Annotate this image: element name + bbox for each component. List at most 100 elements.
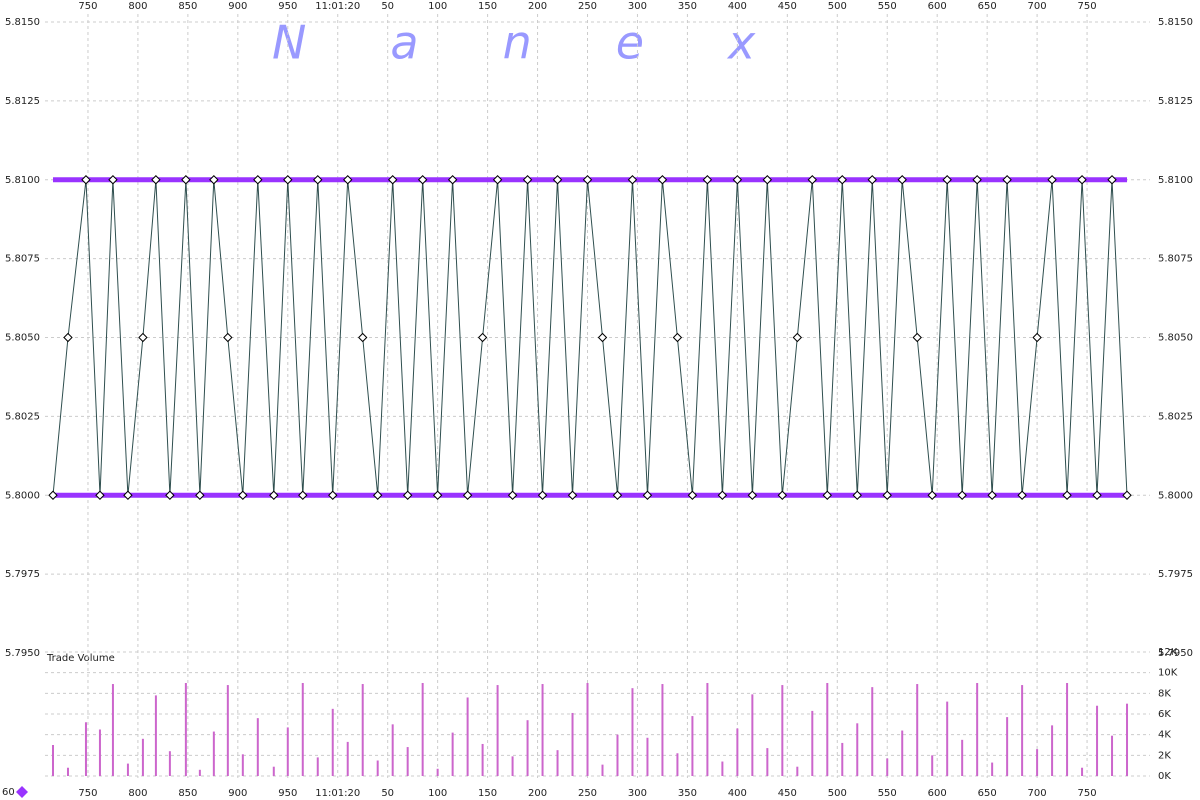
trade-marker [462,490,473,500]
y-tick-label: 5.7950 [5,648,40,659]
y-tick-label: 5.8025 [1158,411,1193,422]
trade-marker [822,490,832,500]
trade-marker [537,490,548,500]
x-tick-label: 900 [228,788,247,799]
volume-bar [301,683,304,776]
trade-marker [1017,490,1027,500]
volume-bar [961,739,964,776]
trade-marker [253,175,263,185]
quote-band [52,492,1128,498]
volume-bar [661,684,664,776]
volume-bar [1066,683,1069,776]
x-tick-label: 900 [228,1,247,12]
trade-marker [81,175,91,185]
trade-marker [432,490,443,500]
trade-marker [702,175,713,185]
trade-marker [151,175,161,185]
y-tick-label: 4K [1158,730,1171,741]
x-tick-label: 500 [828,1,847,12]
trade-marker [957,490,967,500]
trade-marker [223,332,233,343]
trade-marker [747,490,758,500]
x-tick-label: 450 [778,1,797,12]
y-tick-label: 5.8150 [1158,17,1193,28]
trade-marker [95,490,105,500]
trade-marker [1122,490,1132,500]
volume-bar [1021,685,1024,776]
x-tick-label: 950 [278,1,297,12]
volume-bar [1126,703,1129,776]
trade-marker [298,490,308,500]
y-tick-label: 5.8100 [1158,175,1193,186]
trade-marker [138,332,148,343]
trade-marker [123,490,133,500]
trade-marker [567,490,578,500]
x-tick-label: 11:01:20 [315,788,360,799]
y-tick-label: 5.8025 [5,411,40,422]
x-tick-label: 550 [878,788,897,799]
x-tick-label: 950 [278,788,297,799]
trade-marker [283,175,293,185]
x-tick-label: 100 [428,1,447,12]
y-tick-label: 5.7950 [1158,648,1193,659]
volume-bar [1081,767,1084,776]
x-tick-label: 700 [1028,788,1047,799]
trade-marker [328,490,338,500]
y-tick-label: 5.7975 [5,569,40,580]
trade-marker [882,490,892,500]
x-tick-label: 50 [381,1,394,12]
volume-bar [66,767,69,776]
volume-bar [126,763,129,776]
trade-marker [209,175,219,185]
volume-bar [826,683,829,776]
trade-marker [1032,332,1042,343]
y-tick-label: 5.8125 [1158,96,1193,107]
volume-bar [706,683,709,776]
trade-marker [792,332,803,343]
trade-marker [181,175,191,185]
volume-bar [916,684,919,776]
volume-bar [154,695,157,776]
x-tick-label: 400 [728,788,747,799]
volume-bar [198,769,201,776]
trade-marker [492,175,503,185]
volume-bar [436,768,439,776]
volume-bar [721,761,724,776]
x-tick-label: 350 [678,788,697,799]
trade-marker [1047,175,1057,185]
y-tick-label: 5.8000 [1158,490,1193,501]
volume-bar [781,685,784,776]
trade-marker [417,175,428,185]
y-tick-label: 5.8050 [1158,333,1193,344]
trade-marker [507,490,518,500]
x-tick-label: 600 [928,1,947,12]
volume-bar [766,748,769,776]
volume-bar [212,731,215,776]
volume-bar [691,716,694,776]
trade-marker [762,175,773,185]
trade-marker [642,490,653,500]
y-tick-label: 5.8125 [5,96,40,107]
volume-bar [184,683,187,776]
volume-bar [466,697,469,776]
trade-marker [732,175,743,185]
volume-title: Trade Volume [46,653,115,664]
trade-marker [582,175,593,185]
x-tick-label: 650 [978,1,997,12]
volume-bar [676,753,679,776]
y-tick-label: 5.8075 [1158,254,1193,265]
volume-bar [272,766,275,776]
trade-marker [477,332,488,343]
volume-bar [541,684,544,776]
x-tick-label: 50 [381,788,394,799]
x-tick-label: 850 [178,1,197,12]
trade-marker [867,175,877,185]
x-tick-label: 400 [728,1,747,12]
x-tick-label: 200 [528,788,547,799]
y-tick-label: 8K [1158,688,1171,699]
volume-bar [586,683,589,776]
x-tick-label: 350 [678,1,697,12]
trade-marker [837,175,847,185]
